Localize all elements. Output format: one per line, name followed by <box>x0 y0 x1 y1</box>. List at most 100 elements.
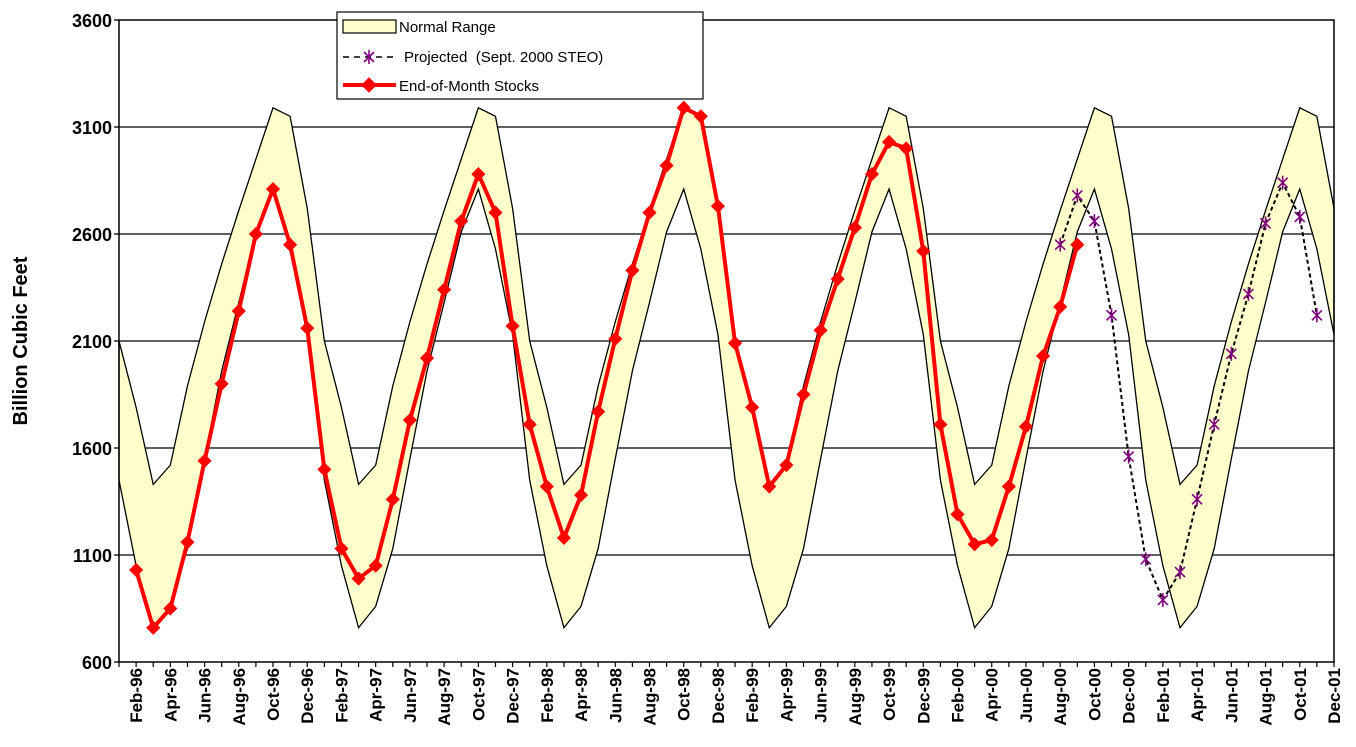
projected-point <box>1294 209 1306 224</box>
legend-marker-projected <box>363 50 375 64</box>
stocks-point <box>693 109 708 124</box>
stocks-point <box>454 214 469 229</box>
stocks-point <box>385 492 400 507</box>
stocks-point <box>1001 479 1016 494</box>
x-axis: Feb-96 Apr-96 Jun-96 Aug-96 Oct-96 Dec-96 Feb-… <box>118 662 1344 726</box>
stocks-point <box>1036 348 1051 364</box>
stocks-point <box>813 323 828 338</box>
stocks-point <box>265 181 281 197</box>
plot-area <box>118 19 1335 663</box>
projected-line <box>1059 180 1318 603</box>
stocks-point <box>676 100 691 115</box>
stocks-point <box>573 488 589 503</box>
legend-box <box>336 11 704 100</box>
x-tick-label: Feb-00 <box>949 668 968 723</box>
projected-point <box>1277 175 1289 190</box>
stocks-point <box>317 462 332 477</box>
legend-label-projected: Projected (Sept. 2000 STEO) <box>404 49 603 66</box>
projected-point <box>1242 286 1255 301</box>
x-tick-label: Jun-00 <box>1017 668 1036 723</box>
x-tick-label: Dec-99 <box>914 668 933 724</box>
y-tick-label-1100: 1100 <box>73 546 112 566</box>
y-tick-label-1600: 1600 <box>72 439 112 459</box>
x-tick-label: Aug-99 <box>846 668 865 726</box>
x-tick-label: Aug-96 <box>230 668 249 726</box>
stocks-point <box>146 620 161 635</box>
stocks-point <box>1018 419 1034 434</box>
projected-point <box>1088 214 1100 229</box>
x-tick-label: Jun-01 <box>1222 668 1241 723</box>
x-tick-label: Aug-01 <box>1257 668 1276 726</box>
x-tick-label: Dec-98 <box>709 668 728 724</box>
stocks-point <box>522 417 537 432</box>
legend-label-stocks: End-of-Month Stocks <box>399 78 539 95</box>
stocks-point <box>830 271 845 287</box>
stocks-point <box>762 479 777 494</box>
x-tick-label: Apr-99 <box>777 668 796 722</box>
x-tick-label: Jun-98 <box>606 668 625 723</box>
x-tick-label: Feb-96 <box>127 668 146 723</box>
stocks-point <box>847 220 862 235</box>
x-tick-label: Jun-97 <box>401 668 420 723</box>
x-tick-label: Aug-00 <box>1051 668 1070 726</box>
stocks-point <box>745 400 760 415</box>
x-tick-label: Feb-98 <box>538 668 557 723</box>
stocks-point <box>591 404 606 419</box>
x-tick-label: Feb-99 <box>743 668 762 723</box>
x-tick-label: Oct-01 <box>1291 668 1310 721</box>
x-tick-label: Dec-01 <box>1325 668 1344 724</box>
projected-point <box>1123 449 1135 464</box>
end-of-month-stocks-series <box>129 100 1085 635</box>
stocks-point <box>864 167 880 182</box>
x-tick-label: Apr-98 <box>572 668 591 722</box>
stocks-point <box>214 376 229 391</box>
x-tick-label: Oct-99 <box>880 668 899 721</box>
stocks-point <box>984 532 999 548</box>
stocks-point <box>402 413 417 428</box>
legend: Normal Range Projected (Sept. 2000 STEO)… <box>336 11 704 100</box>
projected-series <box>1054 175 1323 607</box>
x-tick-label: Oct-96 <box>264 668 283 721</box>
stocks-point <box>129 562 144 578</box>
stocks-point <box>933 417 948 432</box>
stocks-point <box>779 458 794 473</box>
x-tick-label: Apr-96 <box>161 668 180 722</box>
legend-label-normal-range: Normal Range <box>399 19 496 36</box>
y-axis: 600 1100 1600 2100 2600 3100 3600 <box>72 11 119 673</box>
projected-point <box>1054 237 1066 252</box>
stocks-point <box>881 134 897 150</box>
projected-point <box>1259 216 1272 231</box>
x-tick-label: Jun-99 <box>812 668 831 723</box>
x-tick-label: Apr-97 <box>367 668 386 722</box>
stocks-point <box>368 558 383 573</box>
projected-point <box>1157 592 1169 607</box>
stocks-point <box>419 351 435 366</box>
x-tick-label: Aug-98 <box>640 668 659 726</box>
stocks-point <box>659 158 674 173</box>
stocks-point <box>471 167 486 182</box>
x-tick-label: Feb-01 <box>1154 668 1173 723</box>
y-tick-label-2600: 2600 <box>72 225 112 245</box>
stocks-point <box>283 237 298 252</box>
projected-point <box>1311 308 1323 323</box>
stocks-point <box>351 571 366 586</box>
projected-point <box>1208 417 1220 432</box>
projected-point <box>1071 188 1083 203</box>
stocks-point <box>642 205 657 220</box>
x-tick-label: Jun-96 <box>196 668 215 723</box>
stocks-line <box>134 105 1080 630</box>
stocks-point <box>539 479 554 494</box>
stocks-point <box>488 205 503 220</box>
stocks-point <box>710 199 726 214</box>
stocks-point <box>967 537 982 552</box>
y-tick-label-2100: 2100 <box>72 332 112 352</box>
stocks-point <box>505 318 520 334</box>
x-tick-label: Dec-97 <box>504 668 523 724</box>
y-tick-label-600: 600 <box>82 653 112 673</box>
stocks-point <box>197 453 212 468</box>
stocks-point <box>231 303 246 319</box>
projected-point <box>1191 492 1203 507</box>
stocks-point <box>796 387 811 402</box>
stocks-point <box>899 141 914 156</box>
